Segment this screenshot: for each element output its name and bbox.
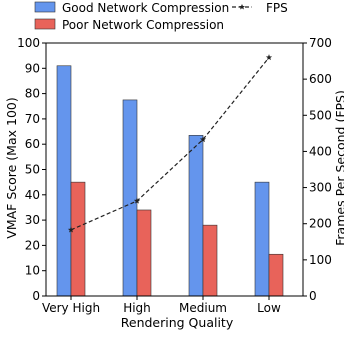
bar-poor-network-compression-high	[136, 209, 152, 297]
y-tick-label: 90	[25, 61, 40, 75]
bars	[56, 65, 284, 297]
y2-tick-label: 700	[309, 36, 332, 50]
legend-label-fps: FPS	[266, 1, 288, 15]
y-tick-label: 50	[25, 163, 40, 177]
legend-label-good-network: Good Network Compression	[62, 1, 229, 15]
x-tick-label-very-high: Very High	[42, 301, 100, 315]
fps-marker-medium	[199, 136, 207, 143]
y-tick-label: 100	[17, 36, 40, 50]
fps-marker-low	[265, 54, 273, 61]
x-tick-label-high: High	[123, 301, 151, 315]
y2-tick-label: 600	[309, 72, 332, 86]
y-tick-label: 0	[32, 289, 40, 303]
x-tick-label-medium: Medium	[179, 301, 227, 315]
fps-line-group	[67, 54, 273, 233]
y-tick-label: 10	[25, 264, 40, 278]
bar-good-network-compression-very-high	[56, 65, 72, 297]
legend-swatch-poor-network	[34, 18, 56, 30]
y-tick-label: 70	[25, 112, 40, 126]
axes: 0 10 20 30 40 50 60 70 80 90 100 0 100 200 300 400 500 60…	[17, 36, 332, 315]
y2-tick-label: 300	[309, 181, 332, 195]
fps-marker-very-high	[67, 226, 75, 233]
legend-swatch-good-network	[34, 1, 56, 13]
bar-poor-network-compression-low	[268, 253, 284, 297]
legend-marker-fps-star	[239, 4, 245, 10]
y-tick-label: 80	[25, 87, 40, 101]
bar-good-network-compression-high	[122, 99, 138, 297]
y2-tick-label: 400	[309, 144, 332, 158]
y-tick-label: 30	[25, 213, 40, 227]
legend-label-poor-network: Poor Network Compression	[62, 18, 224, 32]
y2-axis-label: Frames Per Second (FPS)	[333, 90, 344, 246]
y-tick-label: 20	[25, 238, 40, 252]
x-tick-label-low: Low	[257, 301, 281, 315]
bar-good-network-compression-low	[254, 181, 270, 297]
y-axis-label: VMAF Score (Max 100)	[4, 97, 19, 238]
legend: Good Network Compression Poor Network Co…	[34, 1, 288, 32]
y-tick-label: 40	[25, 188, 40, 202]
bar-poor-network-compression-very-high	[70, 181, 86, 297]
y2-tick-label: 0	[309, 289, 317, 303]
y2-tick-label: 200	[309, 217, 332, 231]
fps-line	[70, 57, 270, 231]
y2-tick-label: 500	[309, 108, 332, 122]
y-tick-label: 60	[25, 137, 40, 151]
fps-marker-high	[133, 197, 141, 204]
bar-poor-network-compression-medium	[202, 224, 218, 297]
bar-good-network-compression-medium	[188, 135, 204, 297]
x-axis-label: Rendering Quality	[121, 315, 234, 330]
y2-tick-label: 100	[309, 253, 332, 267]
